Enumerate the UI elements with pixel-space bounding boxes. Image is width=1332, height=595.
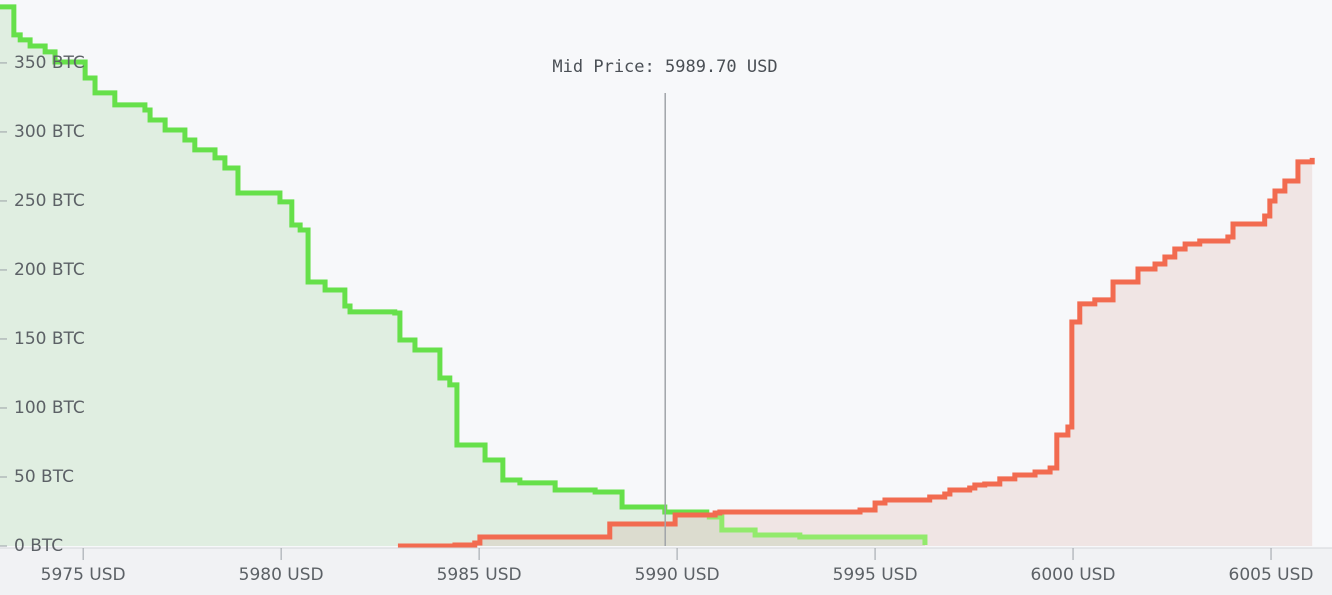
y-tick-label: 100 BTC bbox=[14, 398, 85, 418]
mid-price-label: Mid Price: 5989.70 USD bbox=[552, 57, 777, 77]
y-tick-label: 50 BTC bbox=[14, 467, 74, 487]
y-tick-label: 350 BTC bbox=[14, 53, 85, 73]
depth-line bbox=[397, 157, 1315, 549]
depth-line bbox=[0, 4, 710, 518]
x-tick-label: 5985 USD bbox=[437, 565, 522, 585]
x-tick-label: 5995 USD bbox=[833, 565, 918, 585]
depth-line bbox=[706, 514, 928, 546]
y-tick-label: 300 BTC bbox=[14, 122, 85, 142]
x-axis-band bbox=[0, 548, 1332, 595]
x-tick-label: 6000 USD bbox=[1031, 565, 1116, 585]
depth-area bbox=[0, 6, 707, 546]
y-tick-label: 200 BTC bbox=[14, 260, 85, 280]
x-tick-label: 6005 USD bbox=[1229, 565, 1314, 585]
x-tick-label: 5980 USD bbox=[239, 565, 324, 585]
x-tick-label: 5975 USD bbox=[41, 565, 126, 585]
x-tick-label: 5990 USD bbox=[635, 565, 720, 585]
depth-area bbox=[397, 157, 1313, 546]
y-tick-label: 150 BTC bbox=[14, 329, 85, 349]
y-tick-label: 0 BTC bbox=[14, 536, 63, 556]
y-tick-label: 250 BTC bbox=[14, 191, 85, 211]
